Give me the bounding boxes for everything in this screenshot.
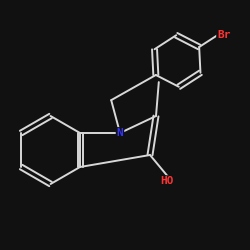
Text: N: N xyxy=(116,128,123,138)
Text: HO: HO xyxy=(160,176,173,186)
Text: Br: Br xyxy=(217,30,230,40)
